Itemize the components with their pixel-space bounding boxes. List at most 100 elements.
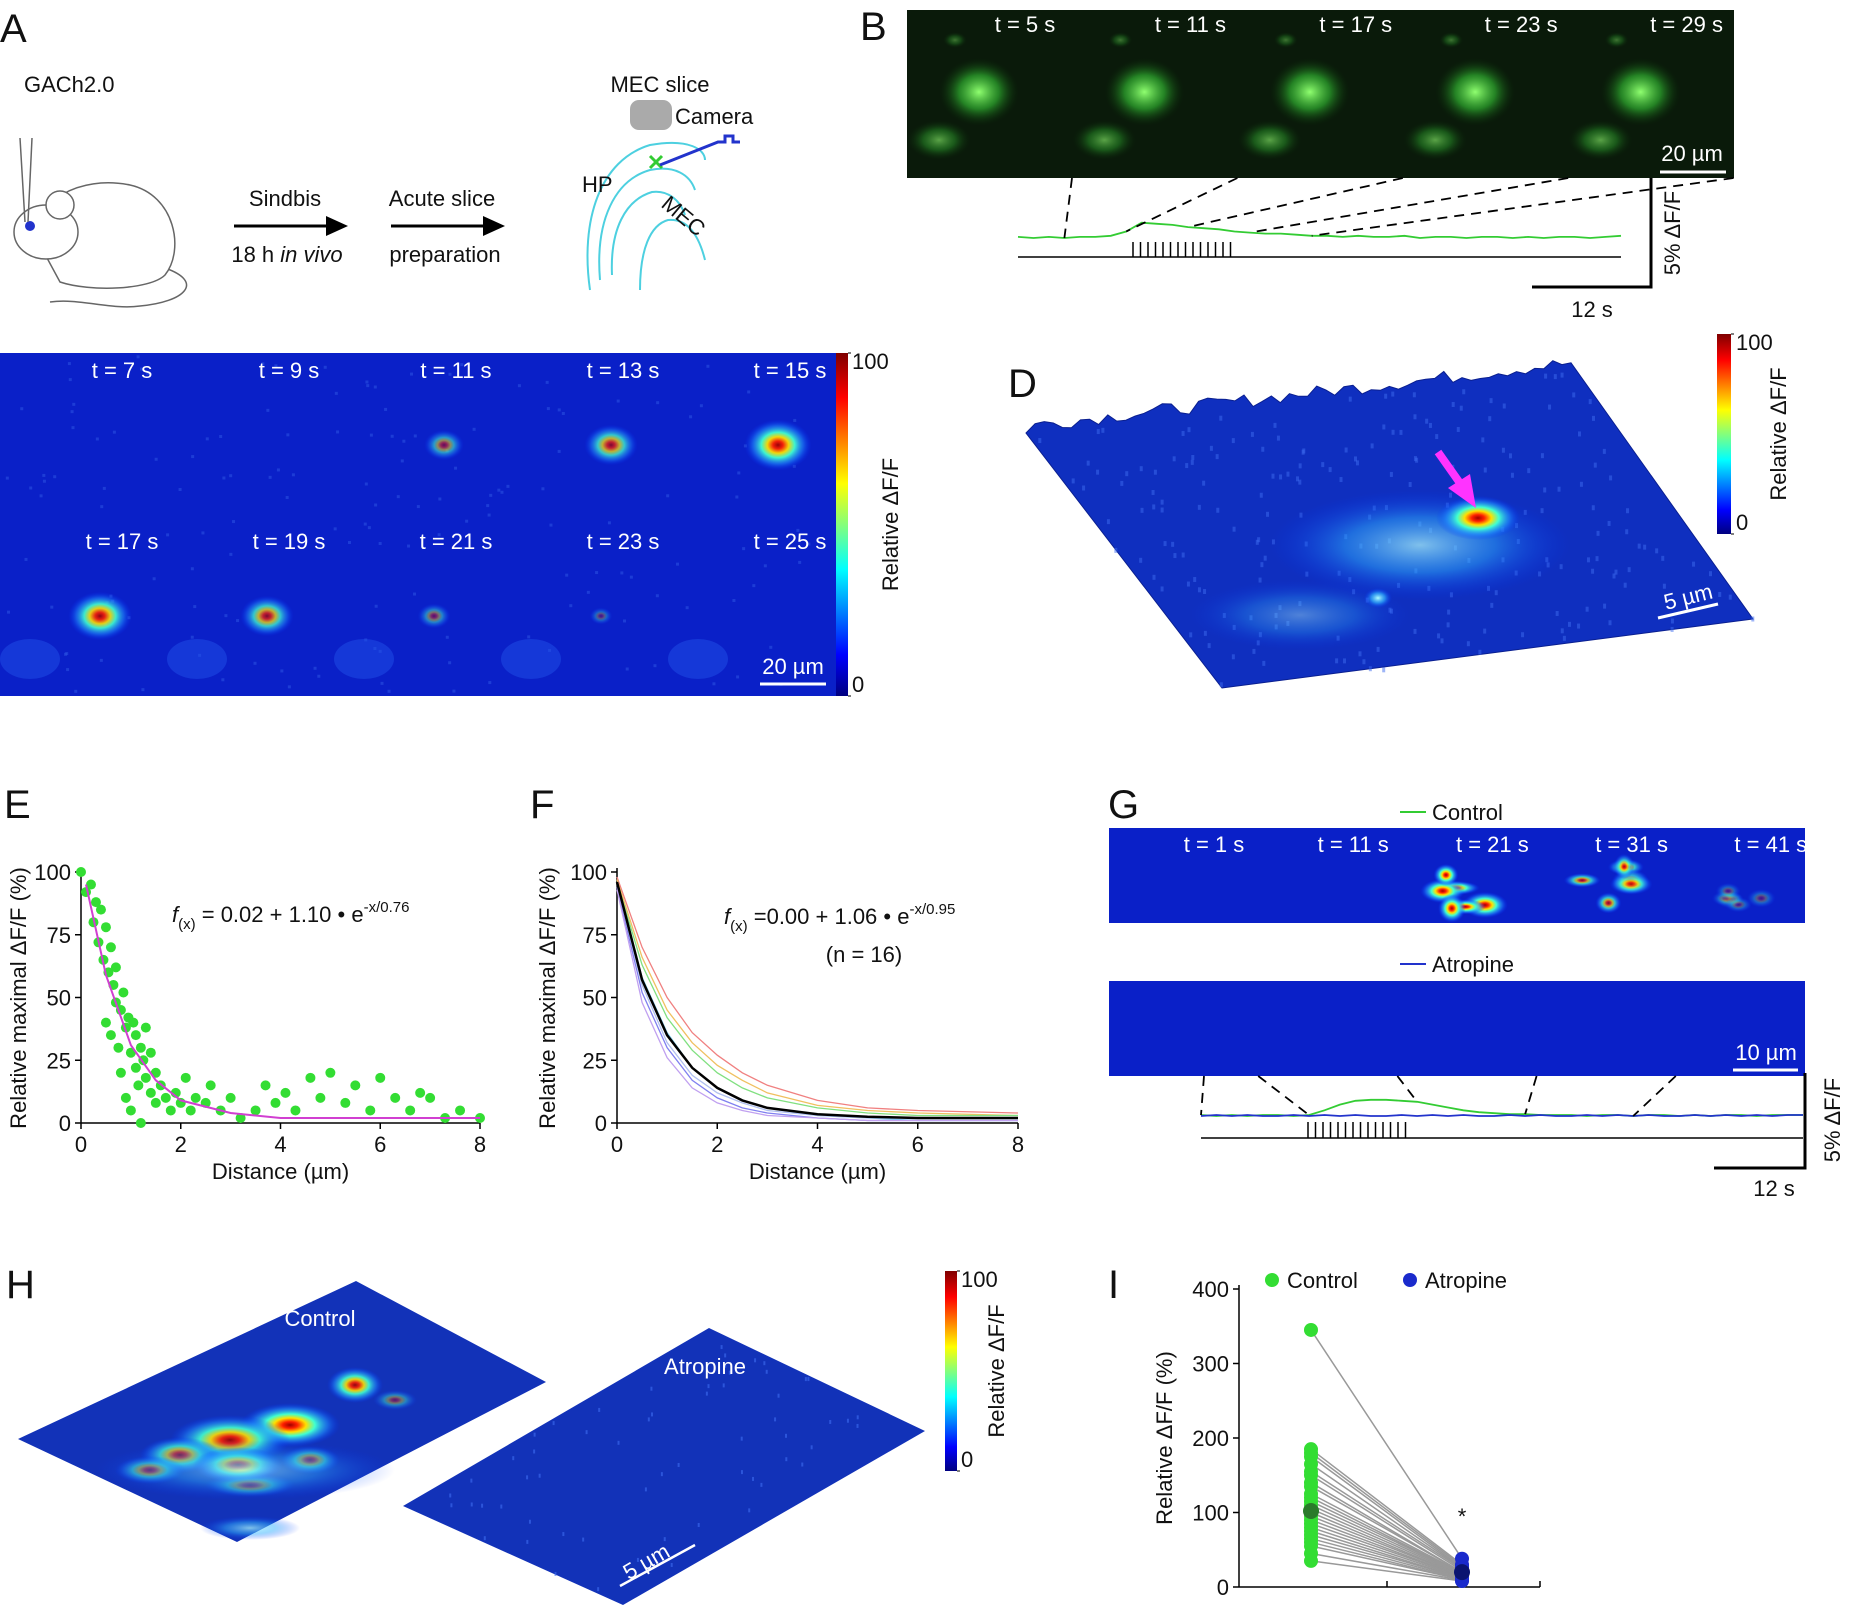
surface-texture bbox=[722, 1383, 725, 1388]
surface-texture bbox=[804, 1377, 807, 1382]
activity-blob bbox=[589, 607, 613, 625]
surface-texture bbox=[526, 1539, 529, 1544]
time-label: t = 17 s bbox=[1319, 12, 1392, 37]
surface-texture bbox=[1488, 416, 1492, 422]
colorbar-tick-label: 0 bbox=[961, 1447, 973, 1472]
data-point bbox=[1304, 1322, 1318, 1337]
noise bbox=[676, 562, 680, 566]
pair-line bbox=[1310, 1515, 1463, 1577]
noise bbox=[285, 495, 289, 499]
noise bbox=[266, 408, 270, 412]
surface-texture bbox=[597, 1587, 600, 1592]
surface-texture bbox=[1271, 473, 1275, 479]
image-strip bbox=[1109, 981, 1805, 1076]
surface-texture bbox=[1456, 426, 1460, 432]
x-tick-label: 2 bbox=[711, 1132, 723, 1157]
time-label: t = 5 s bbox=[995, 12, 1056, 37]
data-point bbox=[390, 1092, 401, 1103]
data-point bbox=[140, 1022, 151, 1033]
surface-texture bbox=[765, 1369, 768, 1374]
data-point bbox=[270, 1097, 281, 1108]
noise bbox=[557, 408, 561, 412]
noise bbox=[586, 590, 590, 594]
cell-shadow bbox=[501, 639, 561, 679]
surface-texture bbox=[760, 1482, 763, 1487]
camera-icon bbox=[630, 100, 672, 130]
noise bbox=[384, 407, 388, 411]
time-label: t = 23 s bbox=[587, 529, 660, 554]
surface-texture bbox=[1160, 499, 1164, 505]
y-tick-label: 25 bbox=[583, 1048, 607, 1073]
noise bbox=[313, 666, 317, 670]
surface-texture bbox=[677, 1462, 680, 1467]
cell-glow bbox=[1273, 32, 1298, 48]
surface-texture bbox=[1623, 582, 1627, 588]
surface-texture bbox=[1160, 507, 1164, 513]
surface-texture bbox=[1415, 457, 1419, 463]
surface-texture bbox=[1096, 469, 1100, 475]
data-point bbox=[90, 897, 101, 908]
surface-texture bbox=[1670, 626, 1674, 632]
surface-texture bbox=[481, 1503, 484, 1508]
data-point bbox=[125, 1105, 136, 1116]
surface-texture bbox=[752, 1476, 755, 1481]
connector bbox=[1257, 1075, 1310, 1116]
noise bbox=[70, 410, 74, 414]
surface-texture bbox=[810, 1445, 813, 1450]
surface-texture bbox=[1193, 577, 1197, 583]
camera-label: Camera bbox=[675, 104, 754, 129]
data-point bbox=[105, 942, 116, 953]
connector bbox=[1125, 177, 1238, 233]
surface-texture bbox=[1197, 504, 1201, 510]
x-tick-label: 2 bbox=[175, 1132, 187, 1157]
x-tick-label: 0 bbox=[611, 1132, 623, 1157]
activity-blob bbox=[744, 419, 812, 471]
activity-blob bbox=[1595, 892, 1622, 914]
surface-texture bbox=[1255, 539, 1259, 545]
surface-texture bbox=[774, 1417, 777, 1422]
noise bbox=[569, 604, 573, 608]
surface-texture bbox=[1171, 541, 1175, 547]
surface-texture bbox=[1139, 466, 1143, 472]
surface-texture bbox=[1262, 660, 1266, 666]
surface-texture bbox=[500, 1504, 503, 1509]
noise bbox=[620, 571, 624, 575]
surface-texture bbox=[1481, 437, 1485, 443]
cell-glow bbox=[1237, 120, 1302, 160]
data-point bbox=[165, 1105, 176, 1116]
mouse-ear bbox=[45, 190, 75, 220]
surface-texture bbox=[1562, 635, 1566, 641]
noise bbox=[387, 689, 391, 693]
noise bbox=[367, 526, 371, 530]
surface-texture bbox=[1140, 507, 1144, 513]
noise bbox=[102, 486, 106, 490]
surface-texture bbox=[1266, 511, 1270, 517]
surface-texture bbox=[1368, 666, 1372, 672]
surface-texture bbox=[1163, 541, 1167, 547]
noise bbox=[363, 522, 367, 526]
noise bbox=[39, 494, 43, 498]
formula-part: f bbox=[172, 902, 181, 927]
surface-texture bbox=[785, 1457, 788, 1462]
surface-texture bbox=[1399, 429, 1403, 435]
surface-texture bbox=[1560, 628, 1564, 634]
surface-texture bbox=[512, 1456, 515, 1461]
noise bbox=[541, 487, 545, 491]
surface-texture bbox=[1260, 562, 1264, 568]
data-point bbox=[305, 1072, 316, 1083]
formula-part: =0.00 + 1.06 • e bbox=[748, 904, 910, 929]
slice-outline bbox=[598, 167, 696, 281]
y-tick-label: 300 bbox=[1192, 1352, 1229, 1377]
mouse-tail bbox=[49, 267, 188, 308]
noise bbox=[201, 531, 205, 535]
data-point bbox=[315, 1092, 326, 1103]
noise bbox=[742, 547, 746, 551]
surface-texture bbox=[846, 1418, 849, 1423]
x-tick-label: 6 bbox=[912, 1132, 924, 1157]
noise bbox=[752, 584, 756, 588]
noise bbox=[373, 385, 377, 389]
data-point bbox=[350, 1080, 361, 1091]
image-grid bbox=[0, 353, 836, 696]
noise bbox=[527, 635, 531, 639]
